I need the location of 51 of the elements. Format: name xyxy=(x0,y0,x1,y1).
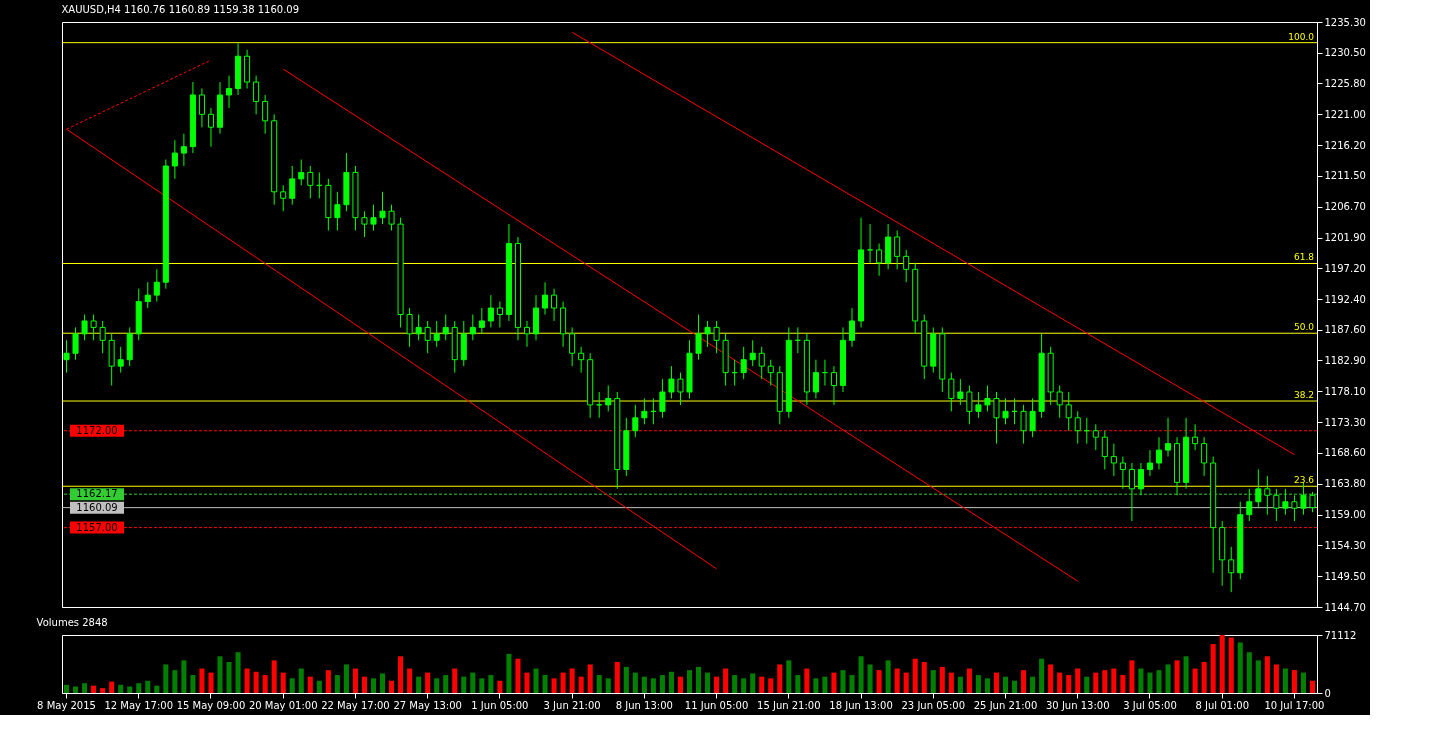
x-tick-label: 27 May 13:00 xyxy=(393,699,462,711)
x-tick-label: 11 Jun 05:00 xyxy=(684,699,749,711)
y-tick-label: 1178.10 xyxy=(1324,385,1366,397)
y-tick-label: 1221.00 xyxy=(1324,108,1366,120)
y-tick-label: 1168.60 xyxy=(1324,447,1366,459)
x-tick-label: 22 May 17:00 xyxy=(321,699,390,711)
x-tick-label: 1 Jun 05:00 xyxy=(471,699,529,711)
y-tick-label: 1235.30 xyxy=(1324,16,1366,28)
y-tick-label: 1211.50 xyxy=(1324,170,1366,182)
y-tick-label: 1206.70 xyxy=(1324,201,1366,213)
x-tick-label: 8 Jul 01:00 xyxy=(1195,699,1249,711)
y-tick-label: 1173.30 xyxy=(1324,416,1366,428)
y-tick-label: 1154.30 xyxy=(1324,539,1366,551)
x-tick-label: 20 May 01:00 xyxy=(248,699,318,711)
y-tick-label: 1159.00 xyxy=(1324,509,1366,521)
y-tick-label: 71112 xyxy=(1324,629,1357,641)
y-tick-label: 1182.90 xyxy=(1324,354,1366,366)
x-tick-label: 3 Jul 05:00 xyxy=(1123,699,1177,711)
annotation: 23.6 xyxy=(1293,475,1315,486)
y-tick-label: 1201.90 xyxy=(1324,232,1366,244)
x-tick-label: 23 Jun 05:00 xyxy=(901,699,966,711)
x-tick-label: 18 Jun 13:00 xyxy=(829,699,893,711)
chart-title: Volumes 2848 xyxy=(36,617,108,628)
y-tick-label: 1149.50 xyxy=(1324,570,1366,582)
ref-line-label: 1172.00 xyxy=(76,424,118,436)
x-tick-label: 8 May 2015 xyxy=(37,699,96,711)
y-tick-label: 1230.50 xyxy=(1324,47,1366,59)
y-tick-label: 1216.20 xyxy=(1324,139,1366,151)
y-tick-label: 1225.80 xyxy=(1324,77,1366,89)
ref-line-label: 1157.00 xyxy=(76,521,118,533)
annotation: 50.0 xyxy=(1293,322,1315,333)
y-tick-label: 1197.20 xyxy=(1324,262,1366,274)
y-tick-label: 1187.60 xyxy=(1324,324,1366,336)
annotation: 61.8 xyxy=(1293,252,1315,263)
x-tick-label: 15 Jun 21:00 xyxy=(757,699,821,711)
ref-line-label: 1160.09 xyxy=(76,501,118,513)
annotation: 38.2 xyxy=(1293,390,1314,401)
x-tick-label: 8 Jun 13:00 xyxy=(615,699,673,711)
y-tick-label: 1163.80 xyxy=(1324,478,1366,490)
x-tick-label: 15 May 09:00 xyxy=(176,699,246,711)
x-tick-label: 30 Jun 13:00 xyxy=(1045,699,1110,711)
y-tick-label: 1192.40 xyxy=(1324,293,1366,305)
annotation: 100.0 xyxy=(1288,31,1315,42)
x-tick-label: 3 Jun 21:00 xyxy=(543,699,601,711)
x-tick-label: 25 Jun 21:00 xyxy=(973,699,1038,711)
x-tick-label: 12 May 17:00 xyxy=(104,699,174,711)
x-tick-label: 10 Jul 17:00 xyxy=(1264,699,1325,711)
y-tick-label: 0 xyxy=(1324,687,1331,699)
y-tick-label: 1144.70 xyxy=(1324,601,1366,613)
chart-title: XAUUSD,H4 1160.76 1160.89 1159.38 1160.09 xyxy=(61,4,300,15)
ref-line-label: 1162.17 xyxy=(76,488,118,500)
